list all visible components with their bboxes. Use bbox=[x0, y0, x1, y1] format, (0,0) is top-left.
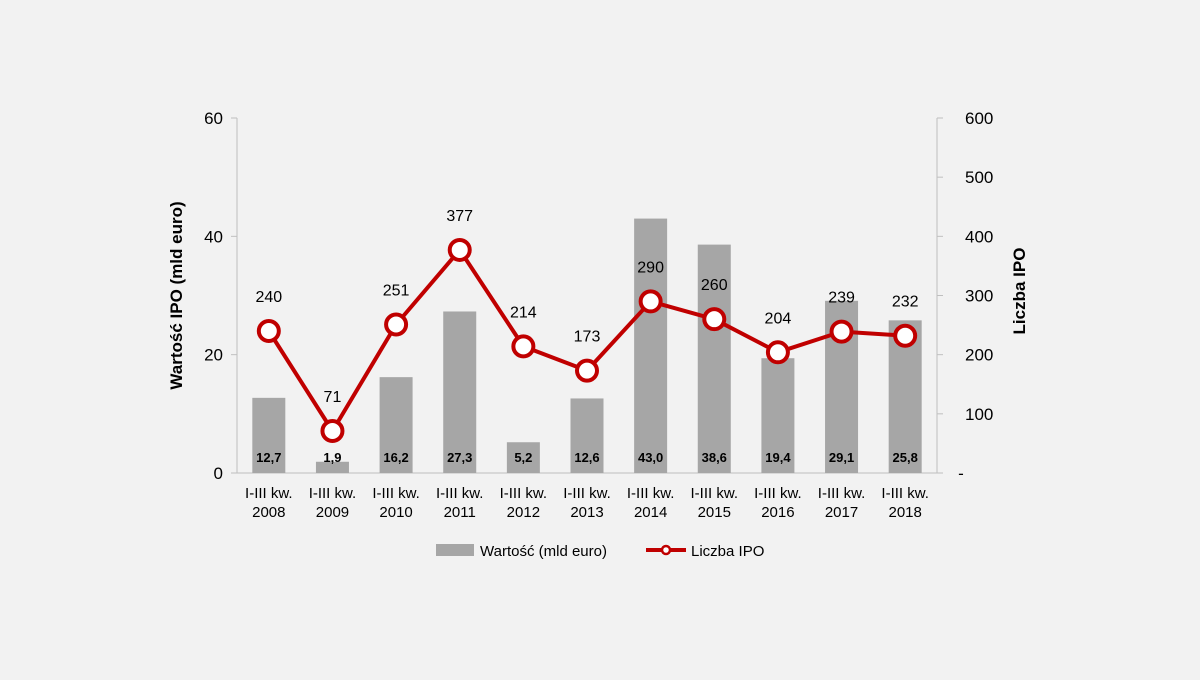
x-tick-label: I-III kw. 2010 bbox=[372, 485, 420, 521]
x-tick-label-line: I-III kw. bbox=[818, 485, 866, 502]
bar-value-label: 38,6 bbox=[702, 450, 727, 465]
bar bbox=[252, 397, 286, 473]
bar-value-label: 12,7 bbox=[256, 450, 281, 465]
x-tick-label-line: 2014 bbox=[634, 504, 667, 521]
x-tick-label-line: 2018 bbox=[888, 504, 921, 521]
bar-value-label: 25,8 bbox=[893, 450, 918, 465]
bar-value-label: 19,4 bbox=[765, 450, 791, 465]
x-tick-label-line: I-III kw. bbox=[436, 485, 484, 502]
bar bbox=[506, 442, 540, 473]
line-value-label: 377 bbox=[446, 208, 473, 225]
y-tick-label-left: 20 bbox=[204, 346, 223, 365]
line-point bbox=[893, 323, 918, 348]
line-value-label: 71 bbox=[324, 389, 342, 406]
x-tick-label: I-III kw. 2018 bbox=[881, 485, 929, 521]
x-tick-label: I-III kw. 2014 bbox=[627, 485, 675, 521]
bar-value-label: 1,9 bbox=[323, 450, 341, 465]
x-tick-label-line: 2017 bbox=[825, 504, 858, 521]
bar-series: 12,7 1,9 16,2 27,3 5,2 12,6 43,0 38,6 19,4 29,1 25… bbox=[252, 218, 922, 473]
x-tick-label-line: I-III kw. bbox=[500, 485, 548, 502]
line-value-label: 240 bbox=[255, 289, 282, 306]
y-axis-title-right: Liczba IPO bbox=[1010, 248, 1029, 335]
line-point bbox=[765, 340, 790, 365]
line-point bbox=[320, 418, 345, 443]
x-tick-label-line: 2013 bbox=[570, 504, 603, 521]
bar-value-label: 12,6 bbox=[574, 450, 599, 465]
y-axis-title-left: Wartość IPO (mld euro) bbox=[167, 201, 186, 389]
line-point bbox=[829, 319, 854, 344]
y-tick-label-right: 600 bbox=[965, 109, 993, 128]
line-point bbox=[256, 319, 281, 343]
bar-value-label: 16,2 bbox=[383, 450, 408, 465]
y-tick-label-left: 60 bbox=[204, 109, 223, 128]
x-tick-label-line: 2016 bbox=[761, 504, 794, 521]
x-tick-label-line: 2010 bbox=[379, 504, 412, 521]
x-tick-label-line: 2011 bbox=[444, 504, 476, 521]
x-tick-label-line: I-III kw. bbox=[627, 485, 675, 502]
bar-value-label: 29,1 bbox=[829, 450, 854, 465]
line-point bbox=[447, 237, 472, 262]
line-point bbox=[638, 289, 663, 314]
x-tick-label: I-III kw. 2009 bbox=[309, 485, 357, 521]
bar bbox=[570, 398, 604, 473]
x-tick-label-line: I-III kw. bbox=[881, 485, 929, 502]
bar-value-label: 43,0 bbox=[638, 450, 663, 465]
line-point bbox=[575, 358, 599, 383]
x-tick-label-line: 2015 bbox=[698, 504, 731, 521]
x-tick-label: I-III kw. 2013 bbox=[563, 485, 611, 521]
y-tick-label-right: 300 bbox=[965, 287, 993, 306]
line-value-label: 251 bbox=[383, 282, 410, 299]
x-tick-label-line: I-III kw. bbox=[691, 485, 739, 502]
bar bbox=[697, 244, 731, 473]
y-tick-label-left: 0 bbox=[214, 464, 223, 483]
line-point bbox=[702, 307, 727, 332]
legend: Wartość (mld euro) Liczba IPO bbox=[436, 543, 764, 560]
line-value-label: 204 bbox=[765, 310, 792, 327]
x-tick-label-line: I-III kw. bbox=[754, 485, 802, 502]
y-tick-label-right: 200 bbox=[965, 346, 993, 365]
x-tick-label: I-III kw. 2011 bbox=[436, 485, 484, 521]
x-tick-label: I-III kw. 2008 bbox=[245, 485, 293, 521]
x-tick-label-line: I-III kw. bbox=[309, 485, 357, 502]
y-tick-label-right: 400 bbox=[965, 227, 993, 246]
bar bbox=[443, 311, 477, 473]
x-tick-label-line: I-III kw. bbox=[372, 485, 420, 502]
x-tick-label: I-III kw. 2016 bbox=[754, 485, 802, 521]
x-tick-label-line: I-III kw. bbox=[563, 485, 611, 502]
line-value-label: 239 bbox=[828, 290, 855, 307]
bar-value-label: 27,3 bbox=[447, 450, 472, 465]
bar bbox=[315, 461, 349, 473]
y-tick-label-right: 500 bbox=[965, 168, 993, 187]
x-tick-label: I-III kw. 2015 bbox=[691, 485, 739, 521]
line-value-label: 260 bbox=[701, 277, 728, 294]
x-tick-label: I-III kw. 2012 bbox=[500, 485, 548, 521]
bar bbox=[761, 358, 795, 473]
line-value-label: 290 bbox=[637, 259, 664, 276]
line-value-label: 173 bbox=[574, 329, 601, 346]
line-series: 240 71 251 377 214 173 290 260 204 239 232 bbox=[255, 208, 919, 443]
legend-line-marker bbox=[660, 544, 672, 556]
x-tick-label-line: 2012 bbox=[507, 504, 540, 521]
line-point bbox=[511, 334, 536, 359]
bar bbox=[634, 218, 668, 473]
y-tick-label-right: - bbox=[958, 464, 964, 483]
y-tick-label-left: 40 bbox=[204, 227, 223, 246]
line-value-label: 214 bbox=[510, 304, 537, 321]
legend-line-label: Liczba IPO bbox=[691, 543, 764, 560]
x-tick-label: I-III kw. 2017 bbox=[818, 485, 866, 521]
line-point bbox=[384, 312, 409, 337]
x-tick-label-line: 2008 bbox=[252, 504, 285, 521]
bar bbox=[379, 377, 413, 473]
x-tick-label-line: I-III kw. bbox=[245, 485, 293, 502]
y-tick-label-right: 100 bbox=[965, 405, 993, 424]
legend-bar-swatch bbox=[436, 544, 474, 556]
bar-value-label: 5,2 bbox=[514, 450, 532, 465]
x-tick-label-line: 2009 bbox=[316, 504, 349, 521]
line-value-label: 232 bbox=[892, 294, 919, 311]
legend-bar-label: Wartość (mld euro) bbox=[480, 543, 607, 560]
